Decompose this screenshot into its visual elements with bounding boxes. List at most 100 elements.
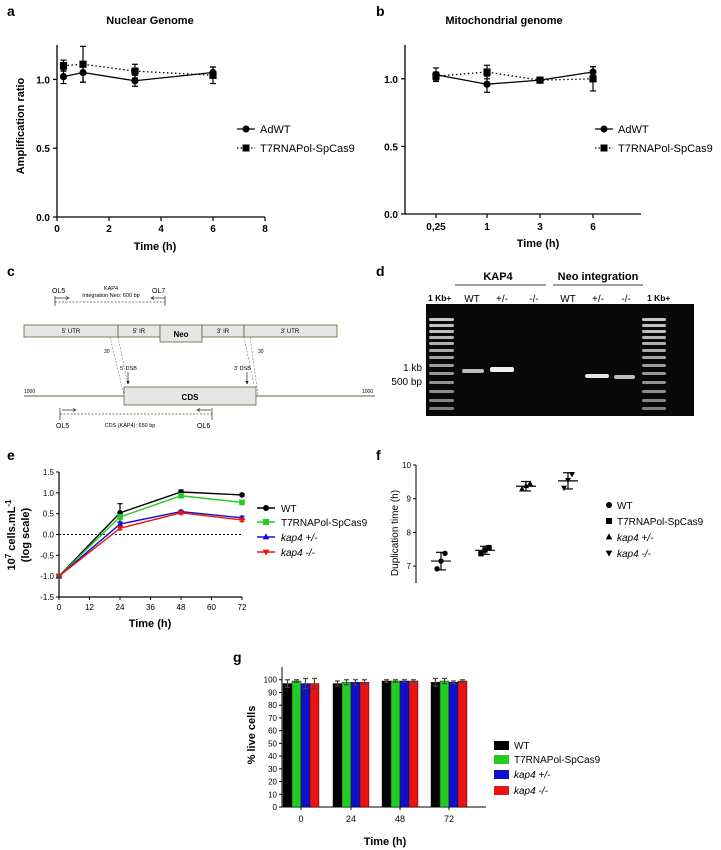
panel-f-ytick-label: 10 [402,461,411,470]
panel-e-xtick-label: 60 [207,603,216,612]
panel-e-point [55,573,63,580]
arrowhead-ol5-bottom [72,408,77,412]
panel-f-point [486,544,492,551]
gel-ladder-right-band [642,330,666,333]
utr3-label: 3' UTR [281,329,300,335]
panel-e-legend-marker [262,549,270,556]
panel-f-legend-label: kap4 +/- [617,533,654,544]
gel-ladder-right-band [642,324,666,327]
panel-f-legend-label: kap4 -/- [617,549,652,560]
panel-e-ytick-label: 0.0 [43,531,55,540]
panel-g-ytick-label: 30 [268,765,277,774]
gel-ladder-right-band [642,399,666,402]
panel-f-ytick-label: 7 [407,562,412,571]
primer-ol5-top: OL5 [52,288,65,295]
gel-lane-1-label: WT [464,294,480,305]
gel-ladder-left-band [429,381,454,384]
integration-label: Integration Neo: 600 bp [82,293,140,299]
gel-band-kap4-het [490,367,514,372]
gel-ladder-left-band [429,399,454,402]
panel-g-legend-swatch [494,786,509,795]
panel-g-bar [300,683,311,808]
panel-b-title: Mitochondrial genome [445,15,562,27]
legend-marker-t7-b [600,144,608,152]
panel-b-xtick-label: 6 [590,222,596,233]
panel-f-legend-marker [605,533,613,540]
panel-e-ytick-label: -0.5 [40,551,54,560]
panel-f-point [434,566,440,572]
gel-ladder-right-band [642,390,666,393]
panel-e-ytick-label: 0.5 [43,510,55,519]
gel-ladder-right-band [642,381,666,384]
panel-a-ylabel: Amplification ratio [15,77,27,174]
arrowhead-ol5-top [65,296,70,300]
panel-b-xtick-label: 0,25 [426,222,446,233]
panel-g-xtick-label: 48 [395,814,405,824]
cds-box [123,386,257,406]
panel-a-xtick-label: 6 [210,224,216,235]
panel-a-title: Nuclear Genome [106,15,193,27]
panel-e-letter: e [7,447,15,463]
panel-e-ylabel-unit: cells.mL [6,506,18,553]
dsb3-arrowhead [245,381,249,385]
panel-g-axes: 0 10 20 30 40 50 60 70 80 90 100 0 24 48 72 [264,667,486,824]
panel-g-ytick-label: 70 [268,714,277,723]
gel-group-kap4: KAP4 [483,271,513,283]
arrowhead-ol7 [150,296,155,300]
panel-a: a Nuclear Genome Amplification ratio Tim… [7,3,355,253]
panel-b-ytick-label: 0.0 [384,210,398,221]
panel-f-point [569,471,575,478]
gel-band-kap4-wt [462,369,484,373]
panel-e-plot [55,489,246,580]
panel-b-xtick-label: 3 [537,222,543,233]
panel-a-point [59,62,68,70]
panel-a-point [131,67,139,75]
gel-ladder-left-band [429,349,454,352]
recomb-line-1 [109,336,125,396]
gel-ladder-left-band [429,324,454,327]
panel-a-point [79,60,87,68]
panel-e-point [116,526,124,532]
panel-b-letter: b [376,3,385,19]
primer-ol6: OL6 [197,423,210,430]
panel-g-plot [282,677,468,808]
panel-d-letter: d [376,263,385,279]
panel-g-bar [332,683,343,808]
panel-a-legend-adwt: AdWT [260,124,291,136]
panel-c: c OL5 OL7 KAP4 Integration Neo: 600 bp 5… [7,263,375,430]
panel-b-legend-adwt: AdWT [618,124,649,136]
gel-ladder-left-band [429,342,454,345]
panel-b-point [589,75,597,83]
gel-lane-2-label: +/- [496,294,508,305]
panel-e-series-line [58,510,243,577]
gel-size-1kb: 1 kb [403,363,422,374]
tick-30-left: 30 [104,349,110,355]
panel-e-point [178,492,184,499]
panel-f-legend: WT T7RNAPol-SpCas9 kap4 +/- kap4 -/- [605,501,704,560]
gel-lane-6-label: -/- [621,294,630,305]
panel-f-legend-label: WT [617,501,633,512]
panel-e-ylabel-scale: (log scale) [20,507,32,562]
gel-ladder-left-band [429,330,454,333]
panel-g-bar [309,683,320,808]
panel-e-ylabel-unit-exp: -1 [4,499,13,507]
panel-g-xtick-label: 0 [298,814,303,824]
panel-f: f Duplication time (h) 7 8 9 10 WT T7RNAPol-… [376,447,704,583]
gel-ladder-right-band [642,356,666,359]
panel-b-plot [432,64,597,93]
panel-e-ytick-label: 1.0 [43,489,55,498]
dsb5-arrowhead [126,381,130,385]
panel-f-legend-label: T7RNAPol-SpCas9 [617,517,704,528]
panel-g-xtick-label: 24 [346,814,356,824]
panel-b-point [432,72,440,80]
panel-g-bar [448,682,459,808]
panel-e-xtick-label: 12 [85,603,94,612]
gel-ladder-right-band [642,372,666,375]
panel-a-legend: AdWT T7RNAPol-SpCas9 [237,124,355,155]
panel-g-ytick-label: 60 [268,727,277,736]
panel-a-xtick-label: 8 [262,224,268,235]
panel-g-bar [430,682,441,808]
panel-e-ytick-label: -1.0 [40,572,54,581]
panel-e-legend-label: kap4 -/- [281,548,316,559]
gel-ladder-right-band [642,336,666,339]
